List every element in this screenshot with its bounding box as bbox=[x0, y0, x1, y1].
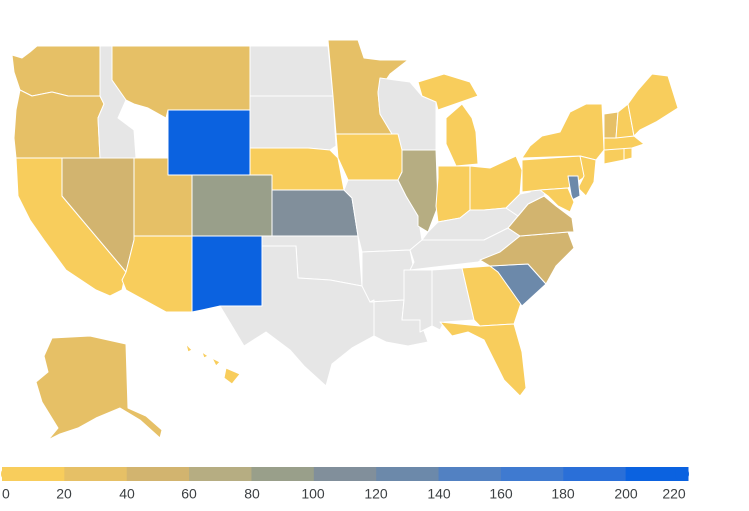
state-ct[interactable] bbox=[603, 147, 625, 165]
legend-segment bbox=[64, 467, 128, 481]
legend-tick-label: 220 bbox=[662, 486, 686, 502]
legend-segment bbox=[500, 467, 564, 481]
state-tx[interactable] bbox=[219, 245, 375, 387]
legend-segment bbox=[189, 467, 252, 481]
state-me[interactable] bbox=[627, 73, 679, 137]
legend-tick-label: 120 bbox=[364, 486, 388, 502]
state-az[interactable] bbox=[121, 235, 193, 313]
state-nj[interactable] bbox=[577, 155, 597, 197]
legend-end-cap bbox=[1, 467, 15, 481]
states-layer bbox=[11, 39, 679, 441]
state-wy[interactable] bbox=[167, 109, 251, 176]
legend-tick-label: 140 bbox=[427, 486, 451, 502]
state-co[interactable] bbox=[191, 174, 273, 237]
state-sd[interactable] bbox=[249, 95, 337, 151]
state-mi[interactable] bbox=[417, 73, 479, 167]
legend-segment bbox=[2, 467, 65, 481]
legend-tick-label: 100 bbox=[301, 486, 325, 502]
state-ks[interactable] bbox=[271, 189, 359, 237]
legend-tick-label: 80 bbox=[244, 486, 260, 502]
state-ak[interactable] bbox=[35, 335, 163, 441]
state-or[interactable] bbox=[13, 89, 105, 159]
state-nm[interactable] bbox=[191, 235, 263, 313]
legend-tick-label: 160 bbox=[489, 486, 513, 502]
legend-tick-label: 180 bbox=[551, 486, 575, 502]
legend-end-cap bbox=[675, 467, 689, 481]
state-nd[interactable] bbox=[249, 45, 334, 97]
legend-tick-label: 40 bbox=[119, 486, 135, 502]
state-md[interactable] bbox=[539, 187, 575, 213]
legend-segment bbox=[251, 467, 315, 481]
state-mt[interactable] bbox=[111, 45, 251, 119]
legend-color-bar bbox=[1, 467, 689, 481]
state-il[interactable] bbox=[397, 149, 439, 233]
state-nc[interactable] bbox=[479, 231, 575, 285]
legend-segment bbox=[563, 467, 627, 481]
state-ri[interactable] bbox=[623, 147, 633, 161]
state-ny[interactable] bbox=[521, 103, 605, 161]
state-wa[interactable] bbox=[11, 45, 101, 97]
legend-segment bbox=[625, 467, 689, 481]
legend-tick-label: 60 bbox=[181, 486, 197, 502]
legend-segment bbox=[126, 467, 190, 481]
legend-tick-label: 0 bbox=[2, 486, 10, 502]
legend-segment bbox=[313, 467, 377, 481]
legend-tick-labels: 0 20 40 60 80 100 120 140 160 180 200 220 bbox=[2, 486, 686, 502]
state-hi[interactable] bbox=[185, 343, 241, 385]
legend-tick-label: 20 bbox=[56, 486, 72, 502]
legend-tick-label: 200 bbox=[614, 486, 638, 502]
legend-segment bbox=[376, 467, 440, 481]
state-ia[interactable] bbox=[335, 133, 411, 181]
state-fl[interactable] bbox=[439, 321, 527, 397]
legend-segment bbox=[438, 467, 502, 481]
color-legend: 0 20 40 60 80 100 120 140 160 180 200 220 bbox=[1, 467, 689, 502]
